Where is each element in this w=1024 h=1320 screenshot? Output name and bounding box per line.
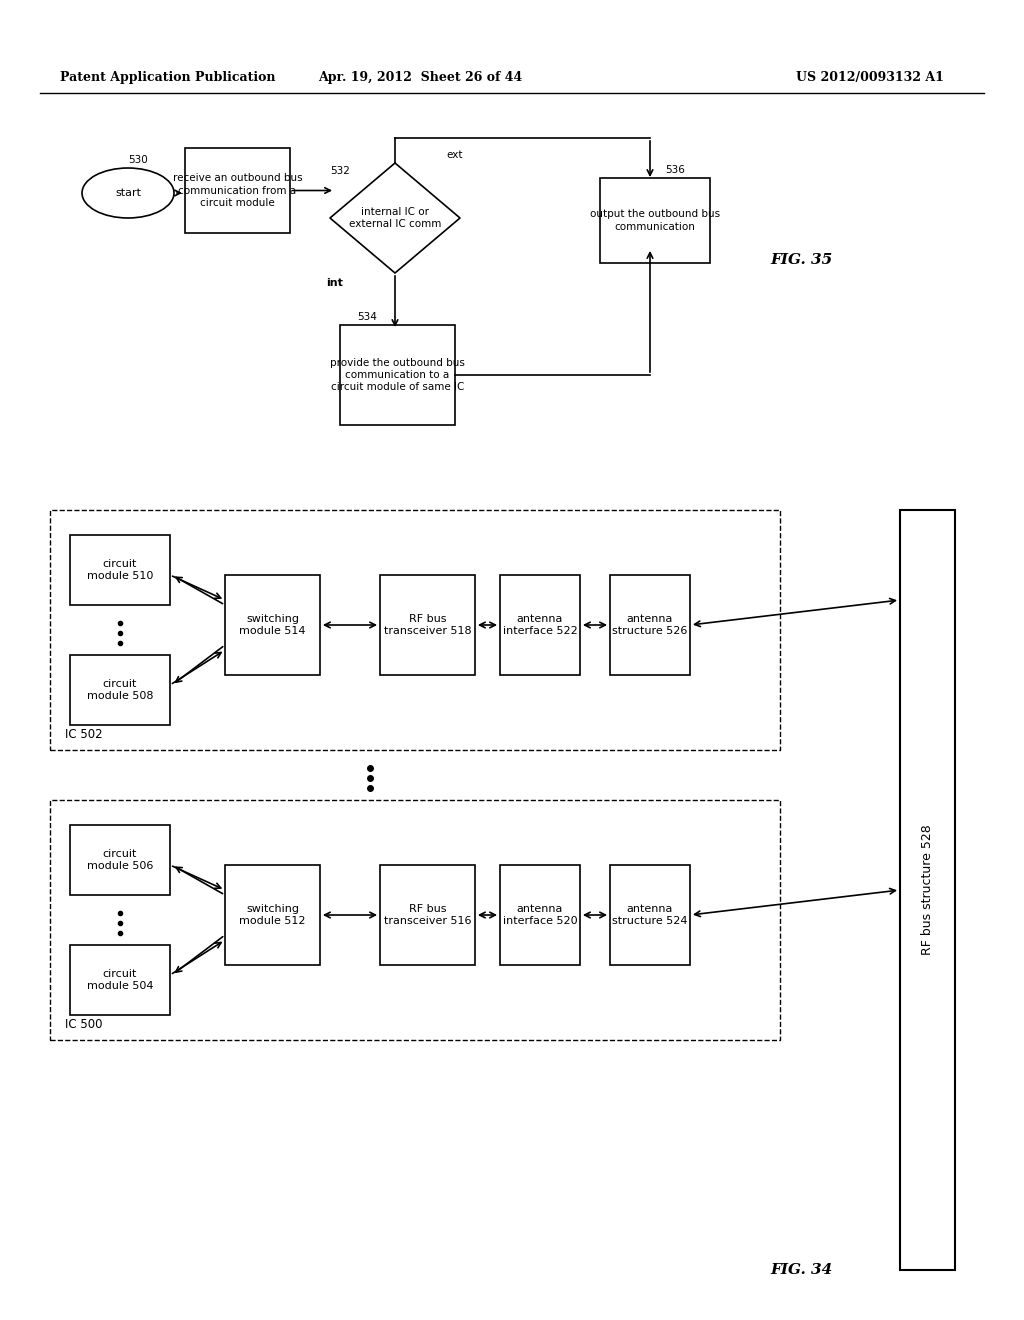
FancyBboxPatch shape <box>225 576 319 675</box>
FancyBboxPatch shape <box>900 510 955 1270</box>
FancyBboxPatch shape <box>340 325 455 425</box>
Text: RF bus
transceiver 516: RF bus transceiver 516 <box>384 904 471 927</box>
Text: FIG. 35: FIG. 35 <box>770 253 833 267</box>
Text: antenna
interface 522: antenna interface 522 <box>503 614 578 636</box>
Text: Apr. 19, 2012  Sheet 26 of 44: Apr. 19, 2012 Sheet 26 of 44 <box>317 71 522 84</box>
Text: switching
module 512: switching module 512 <box>240 904 306 927</box>
Text: internal IC or
external IC comm: internal IC or external IC comm <box>349 207 441 230</box>
Text: ext: ext <box>446 150 463 160</box>
Text: provide the outbound bus
communication to a
circuit module of same IC: provide the outbound bus communication t… <box>330 358 465 392</box>
Text: US 2012/0093132 A1: US 2012/0093132 A1 <box>796 71 944 84</box>
Text: IC 500: IC 500 <box>65 1019 102 1031</box>
Text: int: int <box>327 279 343 288</box>
Text: Patent Application Publication: Patent Application Publication <box>60 71 275 84</box>
FancyBboxPatch shape <box>70 535 170 605</box>
Text: 532: 532 <box>330 165 350 176</box>
FancyBboxPatch shape <box>70 945 170 1015</box>
Text: FIG. 34: FIG. 34 <box>770 1263 833 1276</box>
Text: circuit
module 508: circuit module 508 <box>87 678 154 701</box>
FancyBboxPatch shape <box>70 825 170 895</box>
FancyBboxPatch shape <box>380 865 475 965</box>
FancyBboxPatch shape <box>50 510 780 750</box>
Text: 536: 536 <box>665 165 685 176</box>
Text: output the outbound bus
communication: output the outbound bus communication <box>590 210 720 232</box>
FancyBboxPatch shape <box>500 865 580 965</box>
FancyBboxPatch shape <box>610 865 690 965</box>
FancyBboxPatch shape <box>600 178 710 263</box>
Text: circuit
module 504: circuit module 504 <box>87 969 154 991</box>
Text: 534: 534 <box>357 312 378 322</box>
Text: receive an outbound bus
communication from a
circuit module: receive an outbound bus communication fr… <box>173 173 302 209</box>
Text: circuit
module 510: circuit module 510 <box>87 558 154 581</box>
FancyBboxPatch shape <box>610 576 690 675</box>
Text: start: start <box>115 187 141 198</box>
Text: antenna
structure 524: antenna structure 524 <box>612 904 688 927</box>
Text: circuit
module 506: circuit module 506 <box>87 849 154 871</box>
Text: RF bus structure 528: RF bus structure 528 <box>921 825 934 956</box>
Ellipse shape <box>82 168 174 218</box>
FancyBboxPatch shape <box>50 800 780 1040</box>
Text: RF bus
transceiver 518: RF bus transceiver 518 <box>384 614 471 636</box>
FancyBboxPatch shape <box>185 148 290 234</box>
FancyBboxPatch shape <box>70 655 170 725</box>
FancyBboxPatch shape <box>500 576 580 675</box>
Text: IC 502: IC 502 <box>65 729 102 742</box>
FancyBboxPatch shape <box>225 865 319 965</box>
FancyBboxPatch shape <box>380 576 475 675</box>
Text: antenna
structure 526: antenna structure 526 <box>612 614 688 636</box>
Text: antenna
interface 520: antenna interface 520 <box>503 904 578 927</box>
Text: switching
module 514: switching module 514 <box>240 614 306 636</box>
Text: 530: 530 <box>128 154 147 165</box>
